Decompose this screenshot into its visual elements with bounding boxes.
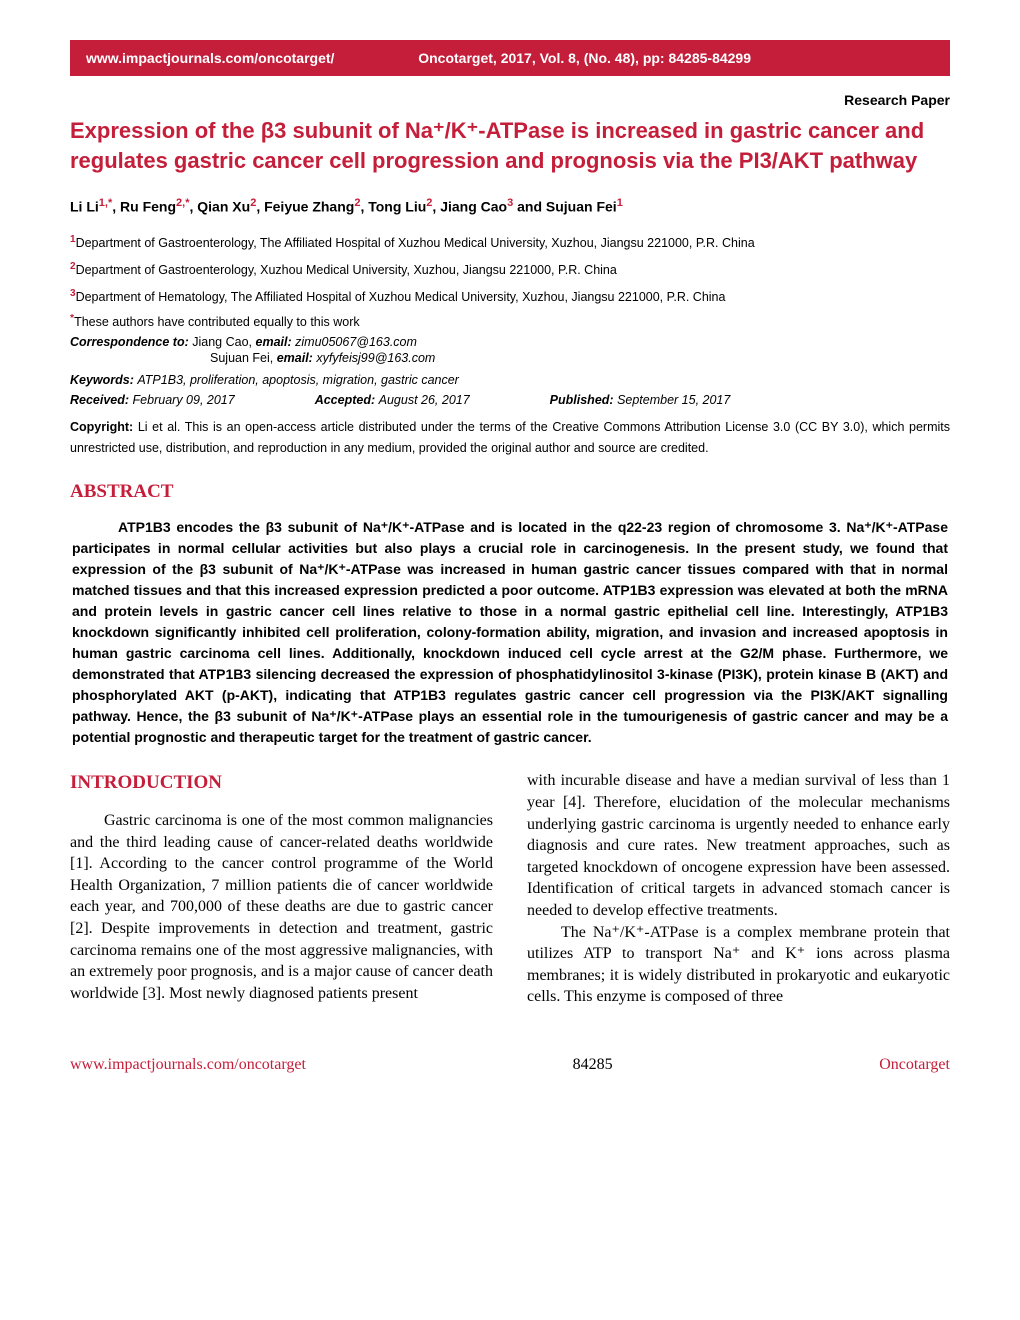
column-left: INTRODUCTION Gastric carcinoma is one of… [70,770,493,1008]
footer-url: www.impactjournals.com/oncotarget [70,1056,306,1074]
intro-col2-p1: with incurable disease and have a median… [527,770,950,921]
corr-email-2: xyfyfeisj99@163.com [316,351,435,365]
column-right: with incurable disease and have a median… [527,770,950,1008]
published-label: Published: [550,393,614,407]
footer-page-number: 84285 [573,1056,613,1074]
corr-name-1: Jiang Cao, [192,335,252,349]
accepted-date: August 26, 2017 [379,393,470,407]
dates-row: Received: February 09, 2017 Accepted: Au… [70,393,950,407]
page-footer: www.impactjournals.com/oncotarget 84285 … [0,1038,1020,1098]
copyright-label: Copyright: [70,420,133,434]
introduction-heading: INTRODUCTION [70,770,493,796]
published-block: Published: September 15, 2017 [550,393,731,407]
affiliation-item: 1Department of Gastroenterology, The Aff… [70,232,950,253]
article-title: Expression of the β3 subunit of Na⁺/K⁺-A… [70,116,950,175]
body-columns: INTRODUCTION Gastric carcinoma is one of… [70,770,950,1008]
keywords-label: Keywords: [70,373,134,387]
journal-url: www.impactjournals.com/oncotarget/ [86,50,408,66]
affiliation-item: 3Department of Hematology, The Affiliate… [70,286,950,307]
keywords-line: Keywords: ATP1B3, proliferation, apoptos… [70,373,950,387]
abstract-text: ATP1B3 encodes the β3 subunit of Na⁺/K⁺-… [72,519,948,745]
equal-contribution-note: *These authors have contributed equally … [70,313,950,329]
corr-email-label-2: email: [277,351,313,365]
intro-col2-p2: The Na⁺/K⁺-ATPase is a complex membrane … [527,922,950,1008]
received-label: Received: [70,393,129,407]
citation: Oncotarget, 2017, Vol. 8, (No. 48), pp: … [408,50,934,66]
corr-email-label-1: email: [256,335,292,349]
copyright-text: Li et al. This is an open-access article… [70,420,950,455]
affiliations-block: 1Department of Gastroenterology, The Aff… [70,232,950,307]
abstract-body: ATP1B3 encodes the β3 subunit of Na⁺/K⁺-… [70,517,950,748]
corr-email-1: zimu05067@163.com [295,335,417,349]
received-block: Received: February 09, 2017 [70,393,235,407]
abstract-heading: ABSTRACT [70,481,950,503]
correspondence-label: Correspondence to: [70,335,189,349]
correspondence-line-1: Correspondence to: Jiang Cao, email: zim… [70,335,950,349]
accepted-label: Accepted: [315,393,375,407]
published-date: September 15, 2017 [617,393,730,407]
copyright-block: Copyright: Li et al. This is an open-acc… [70,417,950,460]
accepted-block: Accepted: August 26, 2017 [315,393,470,407]
authors-list: Li Li1,*, Ru Feng2,*, Qian Xu2, Feiyue Z… [70,195,950,218]
intro-col1-p1: Gastric carcinoma is one of the most com… [70,810,493,1004]
equal-note-text: These authors have contributed equally t… [74,315,360,329]
paper-type-label: Research Paper [70,92,950,108]
footer-journal: Oncotarget [879,1056,950,1074]
corr-name-2: Sujuan Fei, [210,351,273,365]
journal-header-bar: www.impactjournals.com/oncotarget/ Oncot… [70,40,950,76]
received-date: February 09, 2017 [133,393,235,407]
keywords-text: ATP1B3, proliferation, apoptosis, migrat… [137,373,458,387]
affiliation-item: 2Department of Gastroenterology, Xuzhou … [70,259,950,280]
correspondence-line-2: Sujuan Fei, email: xyfyfeisj99@163.com [70,351,950,365]
